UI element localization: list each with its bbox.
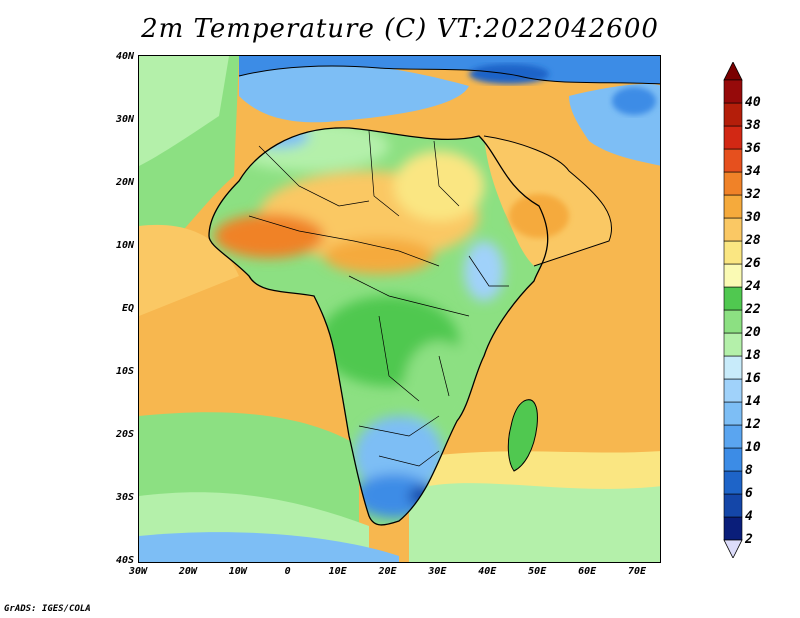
colorbar-level-label: 34 bbox=[745, 164, 761, 179]
lat-tick-label: 30N bbox=[115, 114, 134, 125]
lon-tick-label: 10W bbox=[228, 566, 247, 577]
lat-tick-label: 40N bbox=[115, 51, 134, 62]
colorbar-level-label: 22 bbox=[745, 302, 761, 317]
colorbar-swatch bbox=[723, 355, 743, 380]
lon-tick-label: 30E bbox=[428, 566, 447, 577]
europe-south bbox=[239, 56, 660, 84]
lon-tick-label: 0 bbox=[284, 566, 291, 577]
colorbar-level-label: 4 bbox=[745, 509, 753, 524]
ocean-coldest-band-south bbox=[139, 532, 399, 562]
lat-tick-label: EQ bbox=[121, 303, 134, 314]
arabia-warm-core bbox=[509, 194, 569, 238]
southern-africa-cool bbox=[354, 416, 444, 496]
sudan-hot-region bbox=[324, 238, 434, 274]
lat-tick-label: 40S bbox=[115, 555, 134, 566]
map-panel bbox=[138, 55, 661, 563]
colorbar-swatch bbox=[723, 470, 743, 495]
colorbar-swatch bbox=[723, 332, 743, 357]
colorbar-swatch bbox=[723, 102, 743, 127]
colorbar-swatch bbox=[723, 447, 743, 472]
colorbar-level-label: 8 bbox=[745, 463, 753, 478]
colorbar-swatch bbox=[723, 516, 743, 541]
ocean-green-band-southeast bbox=[409, 473, 660, 562]
lon-tick-label: 20W bbox=[178, 566, 197, 577]
ocean-north-atlantic-cool bbox=[139, 56, 229, 166]
colorbar-level-label: 26 bbox=[745, 256, 761, 271]
lon-tick-label: 30W bbox=[128, 566, 148, 577]
mediterranean-sea bbox=[239, 61, 469, 123]
colorbar-level-label: 18 bbox=[745, 348, 761, 363]
lon-tick-label: 10E bbox=[328, 566, 347, 577]
lon-tick-label: 50E bbox=[528, 566, 547, 577]
colorbar-below-triangle bbox=[723, 539, 743, 558]
ethiopia-cool bbox=[464, 241, 504, 301]
colorbar bbox=[723, 62, 743, 558]
ocean-yellow-band-southeast bbox=[429, 451, 660, 489]
europe-coastline bbox=[238, 65, 660, 85]
lat-tick-label: 30S bbox=[115, 492, 134, 503]
colorbar-level-label: 28 bbox=[745, 233, 761, 248]
colorbar-level-label: 14 bbox=[745, 394, 761, 409]
colorbar-level-label: 40 bbox=[745, 95, 761, 110]
colorbar-level-label: 20 bbox=[745, 325, 761, 340]
grads-credit: GrADS: IGES/COLA bbox=[4, 604, 91, 614]
colorbar-swatch bbox=[723, 378, 743, 403]
colorbar-level-label: 30 bbox=[745, 210, 761, 225]
colorbar-swatch bbox=[723, 424, 743, 449]
colorbar-swatch bbox=[723, 194, 743, 219]
country-borders bbox=[248, 130, 509, 467]
lon-tick-label: 70E bbox=[627, 566, 647, 577]
colorbar-level-label: 10 bbox=[745, 440, 761, 455]
colorbar-swatch bbox=[723, 493, 743, 518]
colorbar-level-label: 36 bbox=[745, 141, 761, 156]
colorbar-level-label: 38 bbox=[745, 118, 761, 133]
colorbar-level-label: 12 bbox=[745, 417, 761, 432]
sahel-hot-region bbox=[214, 214, 324, 258]
colorbar-level-label: 6 bbox=[745, 486, 753, 501]
central-africa-light-green bbox=[404, 341, 474, 431]
lat-tick-label: 10S bbox=[115, 366, 134, 377]
colorbar-swatch bbox=[723, 401, 743, 426]
colorbar-swatch bbox=[723, 171, 743, 196]
plot-title: 2m Temperature (C) VT:2022042600 bbox=[141, 14, 659, 44]
colorbar-swatch bbox=[723, 79, 743, 104]
madagascar-coastline bbox=[507, 399, 538, 472]
iran-coldest bbox=[612, 87, 656, 115]
lat-tick-label: 20S bbox=[115, 429, 134, 440]
lon-tick-label: 60E bbox=[578, 566, 597, 577]
colorbar-swatch bbox=[723, 125, 743, 150]
lon-tick-label: 20E bbox=[378, 566, 397, 577]
colorbar-swatch bbox=[723, 286, 743, 311]
colorbar-swatch bbox=[723, 263, 743, 288]
lon-tick-label: 40E bbox=[478, 566, 497, 577]
africa-coastline bbox=[208, 127, 549, 526]
colorbar-swatch bbox=[723, 148, 743, 173]
colorbar-above-triangle bbox=[723, 62, 743, 81]
temperature-map bbox=[139, 56, 660, 562]
colorbar-level-label: 16 bbox=[745, 371, 761, 386]
colorbar-level-label: 24 bbox=[745, 279, 761, 294]
arabia-coastline bbox=[483, 135, 613, 267]
lat-tick-label: 10N bbox=[115, 240, 134, 251]
madagascar bbox=[508, 399, 538, 471]
colorbar-swatch bbox=[723, 240, 743, 265]
colorbar-swatch bbox=[723, 309, 743, 334]
colorbar-level-label: 2 bbox=[745, 532, 753, 547]
colorbar-swatch bbox=[723, 217, 743, 242]
colorbar-level-label: 32 bbox=[745, 187, 761, 202]
lat-tick-label: 20N bbox=[115, 177, 134, 188]
ocean-north-atlantic-warm bbox=[139, 224, 239, 316]
